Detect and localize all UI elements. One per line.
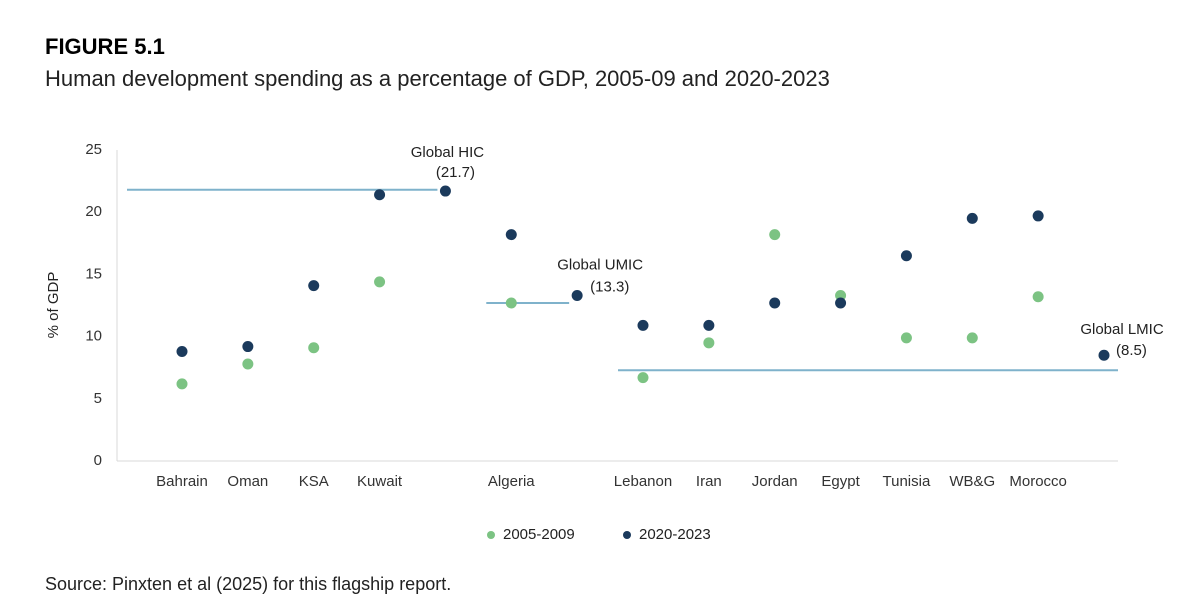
dot	[505, 297, 517, 309]
x-tick-label: Jordan	[752, 473, 798, 490]
dot	[439, 185, 451, 197]
dot	[1098, 349, 1110, 361]
chart-title: Human development spending as a percenta…	[45, 66, 830, 91]
dot	[308, 280, 320, 292]
dot	[769, 297, 781, 309]
dot	[571, 290, 583, 302]
figure-label: FIGURE 5.1	[45, 34, 165, 59]
dot	[242, 358, 254, 370]
x-tick-label: Tunisia	[883, 473, 931, 490]
dot	[703, 337, 715, 349]
legend-label: 2005-2009	[503, 526, 575, 543]
legend-label: 2020-2023	[639, 526, 711, 543]
x-tick-label: WB&G	[949, 473, 995, 490]
x-tick-label: Lebanon	[614, 473, 672, 490]
annotation: Global HIC	[411, 144, 485, 161]
x-tick-label: Egypt	[821, 473, 860, 490]
dot	[308, 342, 320, 354]
dot	[176, 378, 188, 390]
dot	[374, 276, 386, 288]
dot	[637, 372, 649, 384]
dot	[769, 229, 781, 241]
dot	[900, 332, 912, 344]
dot	[1032, 291, 1044, 303]
dot	[374, 189, 386, 201]
y-tick-label: 0	[94, 452, 102, 469]
x-tick-label: Iran	[696, 473, 722, 490]
dot	[900, 250, 912, 262]
source-note: Source: Pinxten et al (2025) for this fl…	[45, 574, 451, 594]
dot	[637, 319, 649, 331]
annotation: Global UMIC	[557, 257, 643, 274]
dot	[703, 319, 715, 331]
x-tick-label: KSA	[299, 473, 329, 490]
y-tick-label: 5	[94, 390, 102, 407]
value-label: (8.5)	[1116, 342, 1147, 359]
value-label: (21.7)	[436, 164, 475, 181]
x-tick-label: Bahrain	[156, 473, 208, 490]
x-tick-label: Morocco	[1009, 473, 1067, 490]
x-tick-label: Algeria	[488, 473, 535, 490]
dot	[505, 229, 517, 241]
dot	[242, 341, 254, 353]
y-tick-label: 20	[85, 203, 102, 220]
dot	[966, 332, 978, 344]
annotation: Global LMIC	[1080, 321, 1164, 338]
dot	[835, 297, 847, 309]
y-axis-label: % of GDP	[45, 272, 62, 339]
y-tick-label: 25	[85, 141, 102, 158]
dot	[1032, 210, 1044, 222]
x-tick-label: Kuwait	[357, 473, 403, 490]
x-tick-label: Oman	[227, 473, 268, 490]
dot	[176, 346, 188, 358]
legend-marker	[623, 531, 631, 539]
y-tick-label: 10	[85, 328, 102, 345]
legend-marker	[487, 531, 495, 539]
value-label: (13.3)	[590, 279, 629, 296]
y-tick-label: 15	[85, 265, 102, 282]
dot	[966, 212, 978, 224]
